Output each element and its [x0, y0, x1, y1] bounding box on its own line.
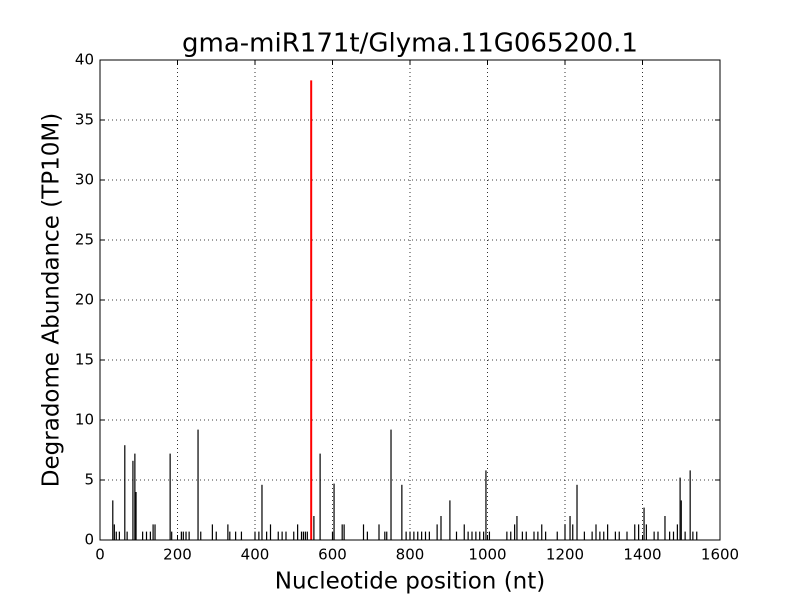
y-tick-label: 5 [84, 471, 94, 489]
x-tick-label: 1200 [546, 546, 584, 564]
y-tick-label: 10 [75, 411, 94, 429]
x-tick-label: 0 [95, 546, 105, 564]
x-tick-label: 1400 [623, 546, 661, 564]
y-tick-label: 30 [75, 171, 94, 189]
y-tick-label: 35 [75, 111, 94, 129]
y-tick-label: 20 [75, 291, 94, 309]
y-tick-label: 25 [75, 231, 94, 249]
y-tick-label: 0 [84, 531, 94, 549]
x-tick-label: 1600 [701, 546, 739, 564]
x-tick-label: 400 [241, 546, 270, 564]
y-tick-label: 40 [75, 51, 94, 69]
x-tick-label: 200 [163, 546, 192, 564]
plot-frame [99, 59, 721, 541]
x-axis-label: Nucleotide position (nt) [275, 569, 545, 595]
x-tick-label: 1000 [468, 546, 506, 564]
x-tick-label: 600 [318, 546, 347, 564]
x-tick-label: 800 [396, 546, 425, 564]
y-axis-label: Degradome Abundance (TP10M) [39, 113, 65, 487]
chart-title: gma-miR171t/Glyma.11G065200.1 [182, 29, 638, 59]
y-tick-label: 15 [75, 351, 94, 369]
